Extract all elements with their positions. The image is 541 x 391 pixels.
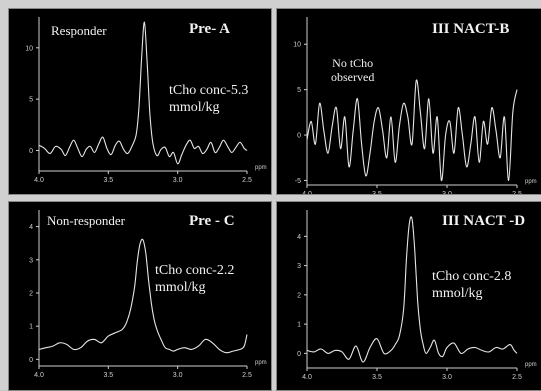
y-tick-label: 0 [297, 351, 301, 358]
x-tick-label: 3.0 [442, 191, 452, 194]
x-tick-label: 4.0 [302, 191, 312, 194]
panel-nact-d: 4 3 2 1 0 4.0 3.5 3.0 2.5 ppm III NACT -D tCho co… [276, 201, 541, 391]
x-tick-label: 2.5 [242, 372, 252, 379]
spectrum-plot-nact-b: 10 5 0 -5 4.0 3.5 3.0 2.5 ppm [293, 17, 537, 194]
x-axis-unit-label: ppm [525, 362, 537, 368]
panel-nact-b: 10 5 0 -5 4.0 3.5 3.0 2.5 ppm III NACT-B No tCho… [276, 8, 541, 195]
y-tick-label: 5 [29, 97, 33, 104]
annotation-pre-c: tCho conc-2.2 mmol/kg [155, 262, 234, 296]
panel-title-nact-b: III NACT-B [432, 21, 510, 37]
x-axis-unit-label: ppm [255, 165, 267, 171]
x-tick-label: 2.5 [512, 374, 522, 381]
annotation-line-2: observed [331, 70, 375, 84]
spectrum-line [38, 238, 248, 354]
annotation-pre-a: tCho conc-5.3 mmol/kg [169, 82, 248, 116]
y-tick-label: 0 [29, 148, 33, 155]
annotation-line-2: mmol/kg [155, 280, 206, 295]
x-tick-label: 3.0 [173, 177, 183, 184]
annotation-line-1: tCho conc-5.3 [169, 83, 249, 98]
y-tick-label: 2 [29, 290, 33, 297]
y-tick-label: 3 [297, 263, 301, 270]
y-tick-label: 4 [297, 234, 301, 241]
annotation-line-1: tCho conc-2.2 [155, 263, 235, 278]
y-tick-label: 10 [293, 42, 301, 49]
annotation-line-2: mmol/kg [432, 286, 483, 301]
y-tick-label: 5 [297, 87, 301, 94]
panel-title-pre-c: Pre - C [189, 213, 235, 229]
y-tick-label: -5 [295, 178, 301, 185]
x-tick-label: 2.5 [512, 191, 522, 194]
x-tick-label: 3.0 [173, 372, 183, 379]
y-tick-label: 0 [29, 357, 33, 364]
y-tick-label: 1 [297, 322, 301, 329]
x-tick-label: 4.0 [34, 372, 44, 379]
x-tick-label: 3.5 [103, 372, 113, 379]
group-label-responder: Responder [51, 23, 107, 38]
panel-pre-c: 4 3 2 1 0 4.0 3.5 3.0 2.5 ppm Non-responder Pre -… [8, 201, 272, 391]
x-axis-unit-label: ppm [255, 360, 267, 366]
annotation-nact-b: No tCho observed [331, 56, 374, 84]
group-label-non-responder: Non-responder [47, 213, 125, 228]
y-tick-label: 1 [29, 324, 33, 331]
annotation-nact-d: tCho conc-2.8 mmol/kg [432, 268, 511, 302]
x-tick-label: 3.5 [103, 177, 113, 184]
y-tick-label: 3 [29, 257, 33, 264]
annotation-line-1: No tCho [332, 56, 374, 70]
panel-title-pre-a: Pre- A [189, 21, 230, 37]
x-axis-unit-label: ppm [525, 179, 537, 185]
x-tick-label: 3.0 [442, 374, 452, 381]
y-tick-label: 4 [29, 224, 33, 231]
annotation-line-2: mmol/kg [169, 100, 220, 115]
x-tick-label: 3.5 [372, 374, 382, 381]
panel-pre-a: 10 5 0 4.0 3.5 3.0 2.5 ppm Responder Pre- A tCh… [8, 8, 272, 195]
x-tick-label: 4.0 [34, 177, 44, 184]
panel-title-nact-d: III NACT -D [442, 213, 526, 229]
x-tick-label: 3.5 [372, 191, 382, 194]
y-tick-label: 10 [25, 45, 33, 52]
annotation-line-1: tCho conc-2.8 [432, 269, 512, 284]
y-tick-label: 0 [297, 133, 301, 140]
spectrum-line [306, 216, 518, 363]
spectrum-line [38, 21, 248, 165]
spectrum-line [306, 79, 518, 182]
y-tick-label: 2 [297, 292, 301, 299]
x-tick-label: 4.0 [302, 374, 312, 381]
x-tick-label: 2.5 [242, 177, 252, 184]
